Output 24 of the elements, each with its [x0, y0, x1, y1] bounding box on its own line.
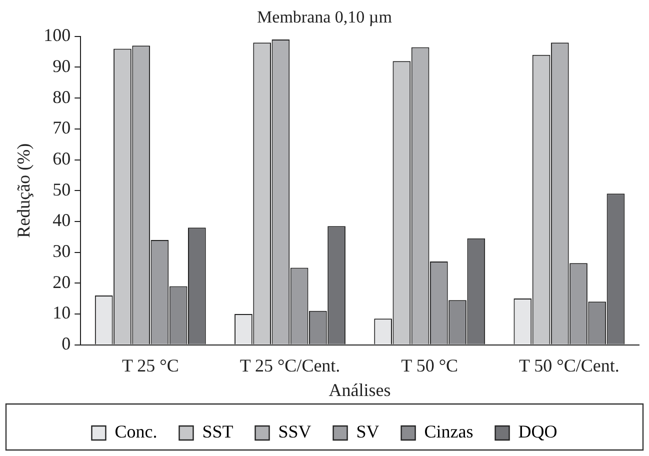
legend-label: DQO: [518, 422, 558, 442]
y-axis-title: Redução (%): [14, 143, 34, 238]
y-tick-label: 70: [52, 118, 71, 138]
legend-label: SV: [356, 422, 380, 442]
y-tick-label: 0: [62, 334, 71, 354]
x-tick-label: T 25 °C: [122, 355, 179, 376]
x-axis-title: Análises: [328, 380, 391, 400]
y-tick-label: 100: [44, 25, 71, 46]
x-tick-label: T 25 °C/Cent.: [240, 355, 340, 376]
y-tick-label: 30: [52, 241, 71, 262]
y-tick-label: 50: [52, 179, 71, 200]
legend-label: SSV: [278, 422, 312, 442]
y-tick-label: 60: [52, 148, 71, 168]
chart-title: Membrana 0,10 µm: [257, 8, 392, 27]
y-tick-label: 20: [52, 272, 71, 292]
x-tick-label: T 50 °C/Cent.: [519, 355, 620, 376]
y-tick-label: 10: [52, 302, 71, 323]
legend-label: SST: [202, 422, 234, 442]
x-tick-label: T 50 °C: [401, 355, 458, 376]
y-tick-label: 40: [52, 210, 71, 230]
legend-label: Conc.: [114, 422, 158, 442]
y-tick-label: 90: [52, 56, 71, 76]
legend-label: Cinzas: [424, 422, 474, 442]
y-tick-label: 80: [52, 86, 71, 107]
